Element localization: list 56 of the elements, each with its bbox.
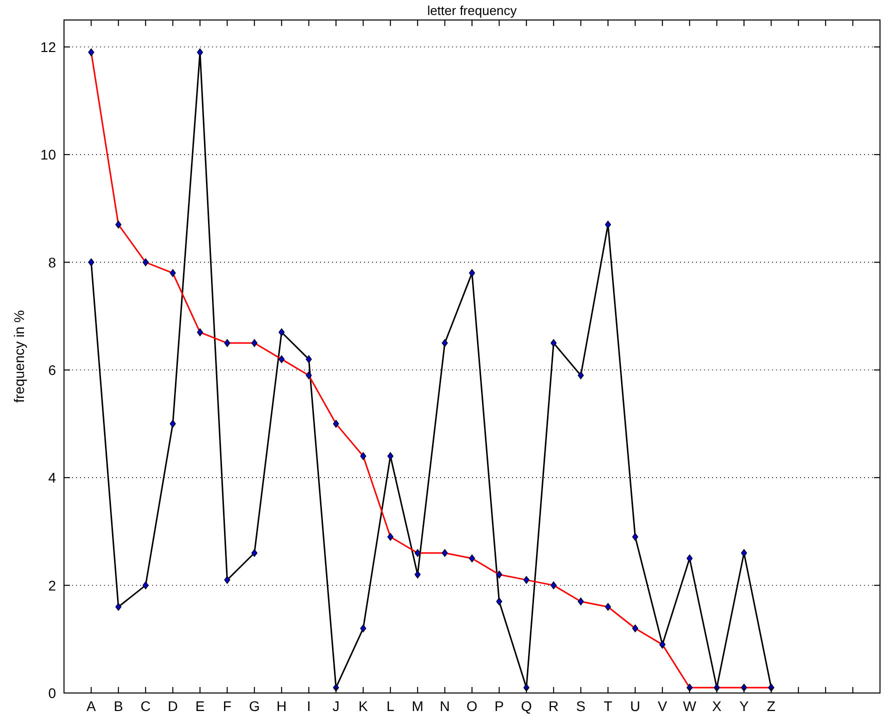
x-tick-label: N	[440, 698, 450, 714]
x-tick-label: B	[114, 698, 124, 714]
x-tick-label: K	[358, 698, 369, 714]
point	[632, 532, 638, 541]
x-tick-label: Y	[739, 698, 750, 714]
point	[604, 220, 612, 228]
x-tick-label: U	[630, 698, 640, 714]
x-tick-label: S	[576, 698, 586, 714]
x-tick-label: E	[195, 698, 205, 714]
x-tick-label: J	[332, 698, 340, 714]
point	[387, 452, 394, 460]
y-tick-label: 2	[48, 577, 56, 594]
x-tick-label: M	[412, 698, 424, 714]
point	[468, 269, 476, 277]
x-tick-label: L	[386, 698, 394, 714]
point	[360, 624, 366, 632]
point	[306, 355, 312, 364]
point	[115, 602, 122, 611]
point	[686, 554, 693, 562]
x-tick-label: P	[494, 698, 504, 714]
point	[142, 581, 149, 590]
point	[196, 48, 204, 56]
x-tick-label: W	[682, 698, 697, 714]
x-tick-label: Z	[766, 698, 776, 714]
x-tick-label: V	[658, 698, 668, 714]
x-tick-label: G	[248, 698, 260, 714]
y-tick-label: 8	[48, 254, 56, 270]
x-tick-label: C	[140, 698, 151, 714]
y-tick-label: 0	[48, 685, 56, 701]
point	[88, 258, 94, 266]
y-tick-label: 4	[48, 470, 56, 486]
chart-title: letter frequency	[427, 3, 518, 18]
x-tick-label: D	[168, 698, 178, 714]
point	[278, 328, 285, 336]
point	[414, 570, 421, 578]
x-tick-label: T	[604, 698, 613, 714]
point	[251, 549, 258, 557]
point	[740, 549, 748, 557]
point	[496, 598, 502, 606]
y-axis-title: frequency in %	[11, 310, 27, 403]
point	[550, 339, 557, 347]
x-tick-label: O	[466, 698, 478, 714]
point	[442, 339, 448, 347]
point	[224, 576, 230, 584]
x-tick-label: H	[276, 698, 287, 714]
point	[170, 420, 176, 428]
x-tick-label: I	[306, 698, 311, 714]
x-tick-label: X	[712, 698, 722, 714]
point	[578, 371, 584, 380]
x-tick-label: F	[222, 698, 232, 714]
y-tick-label: 12	[40, 38, 56, 55]
y-tick-label: 6	[48, 362, 56, 378]
x-tick-label: R	[548, 698, 559, 714]
x-tick-label: Q	[520, 698, 532, 714]
y-tick-label: 10	[40, 146, 56, 163]
x-tick-label: A	[86, 698, 97, 714]
